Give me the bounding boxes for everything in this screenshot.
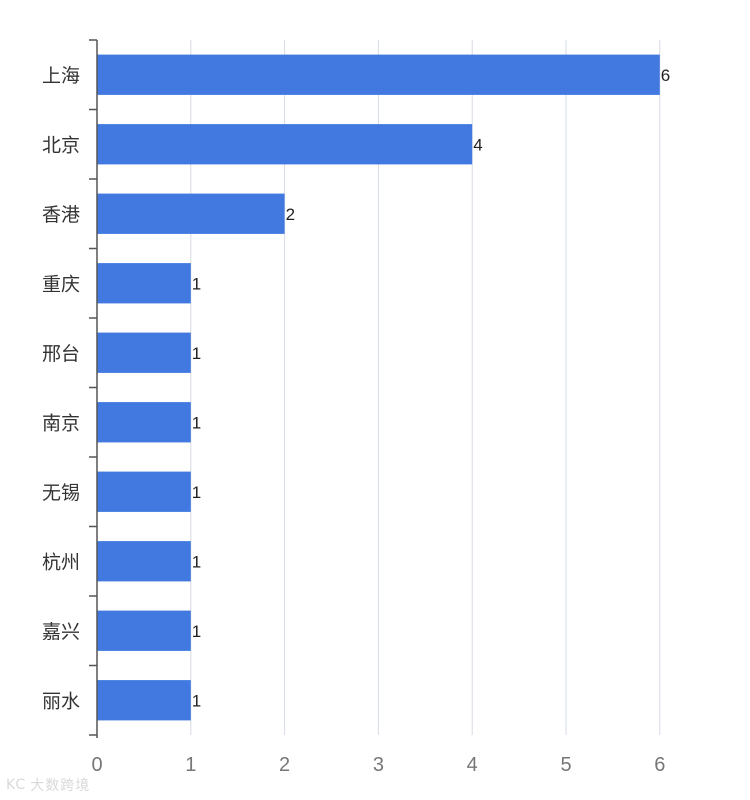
- category-label-香港: 香港: [42, 204, 80, 226]
- data-label-上海: 6: [661, 66, 670, 85]
- bar-南京: [97, 402, 191, 443]
- bar-香港: [97, 193, 285, 234]
- x-tick-label-3: 3: [373, 754, 384, 776]
- labels: 0 1 2 3 4 5 6 6 上海 4 北京 2 香港 1 重庆 1 邢台 1 南京 1 无锡 1 杭州 1 嘉兴 1 丽水: [42, 65, 670, 776]
- bar-重庆: [97, 263, 191, 304]
- x-tick-label-5: 5: [560, 754, 571, 776]
- data-label-无锡: 1: [192, 483, 201, 502]
- x-tick-label-4: 4: [467, 754, 478, 776]
- category-label-重庆: 重庆: [42, 273, 80, 295]
- data-label-丽水: 1: [192, 691, 201, 710]
- bar-上海: [97, 54, 660, 95]
- x-tick-label-2: 2: [279, 754, 290, 776]
- data-label-香港: 2: [286, 205, 295, 224]
- bar-嘉兴: [97, 610, 191, 651]
- data-label-杭州: 1: [192, 552, 201, 571]
- bar-杭州: [97, 541, 191, 582]
- axes: [89, 39, 98, 738]
- data-label-邢台: 1: [192, 344, 201, 363]
- category-label-丽水: 丽水: [42, 690, 80, 712]
- category-label-邢台: 邢台: [42, 343, 80, 365]
- watermark-logo: KC: [6, 777, 27, 793]
- category-label-南京: 南京: [42, 412, 80, 434]
- bars: [97, 54, 660, 721]
- bar-北京: [97, 124, 473, 165]
- watermark: KC 大数跨境: [6, 774, 90, 796]
- data-label-嘉兴: 1: [192, 622, 201, 641]
- data-label-北京: 4: [473, 135, 482, 154]
- watermark-text: 大数跨境: [30, 778, 91, 794]
- bar-邢台: [97, 332, 191, 373]
- x-tick-label-0: 0: [91, 754, 102, 776]
- category-label-无锡: 无锡: [42, 482, 80, 504]
- category-label-北京: 北京: [42, 134, 80, 156]
- category-label-嘉兴: 嘉兴: [42, 621, 80, 643]
- x-tick-label-6: 6: [654, 754, 665, 776]
- x-tick-label-1: 1: [185, 754, 196, 776]
- category-label-上海: 上海: [42, 65, 80, 87]
- data-label-南京: 1: [192, 413, 201, 432]
- data-label-重庆: 1: [192, 274, 201, 293]
- bar-无锡: [97, 471, 191, 512]
- category-label-杭州: 杭州: [42, 551, 80, 573]
- bar-丽水: [97, 680, 191, 721]
